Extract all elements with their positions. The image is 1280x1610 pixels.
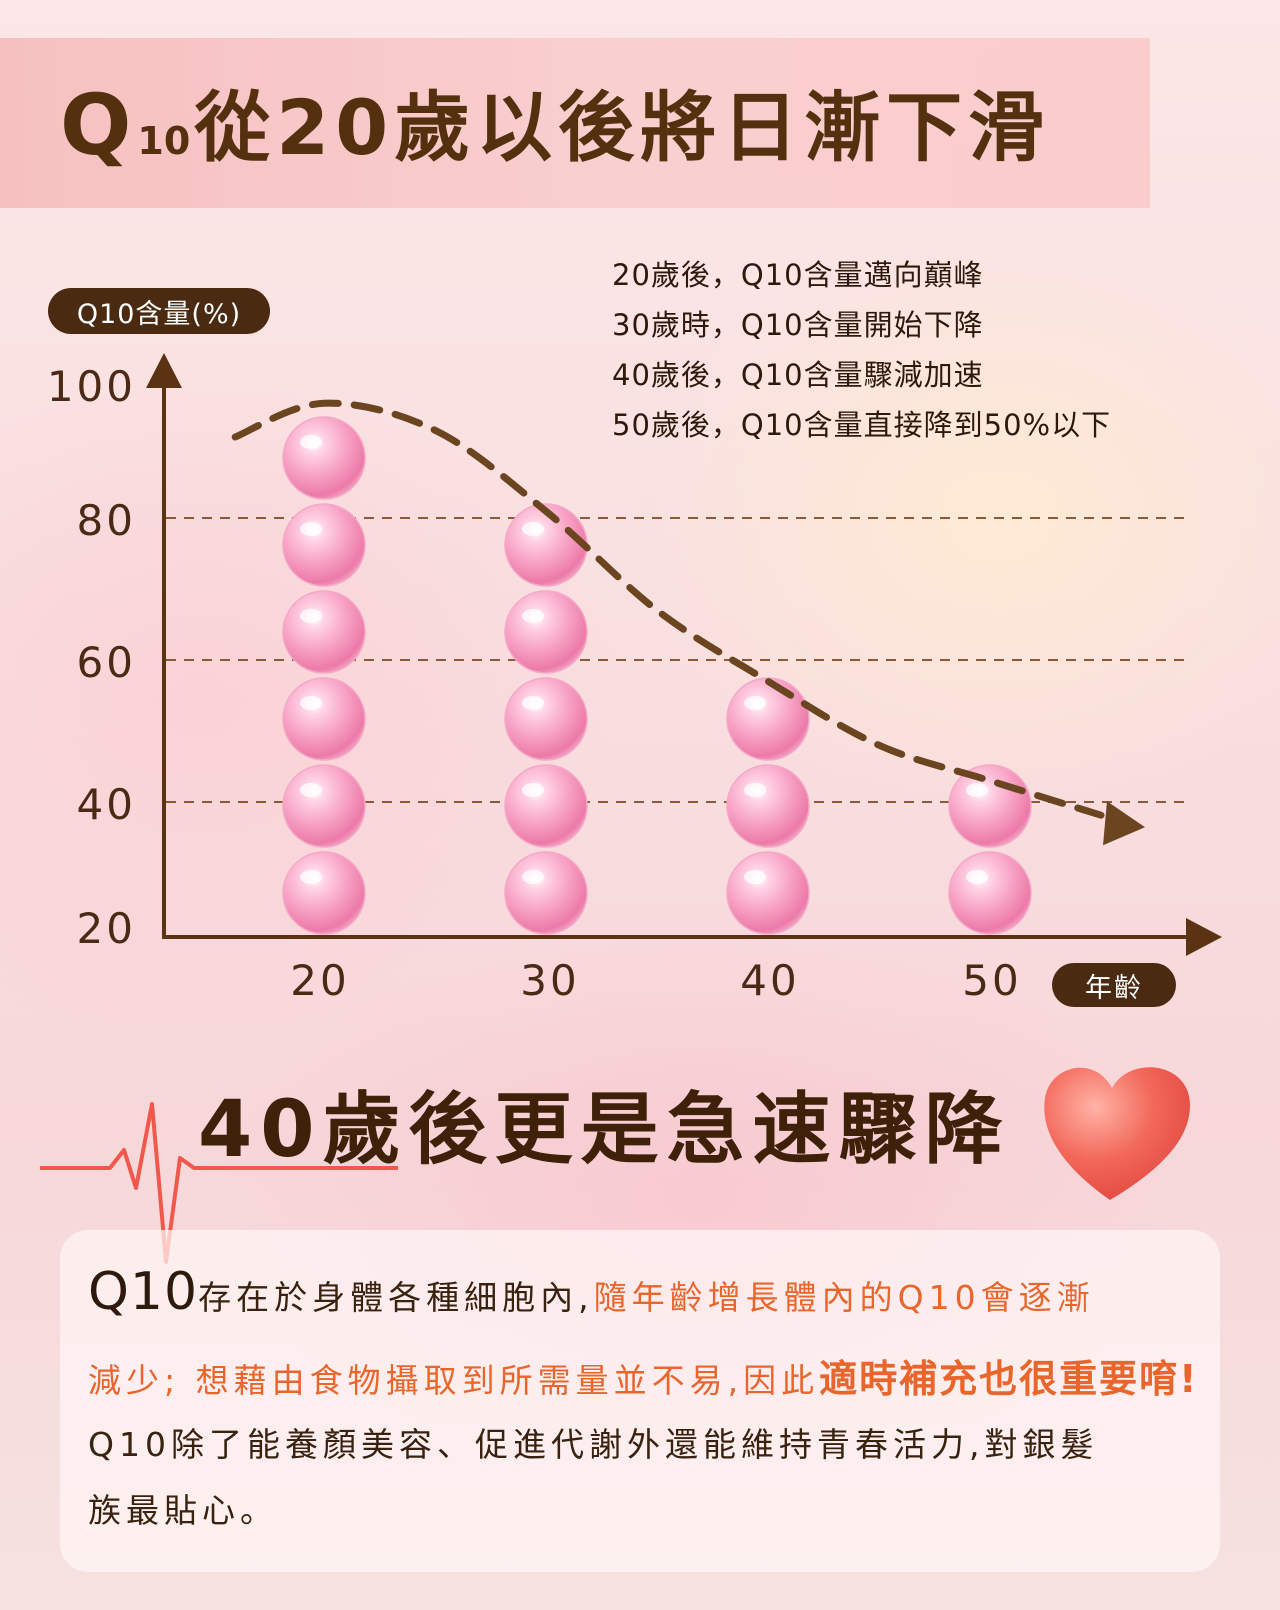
chart-notes: 20歲後，Q10含量邁向巔峰 30歲時，Q10含量開始下降 40歲後，Q10含量… (612, 250, 1212, 450)
pearl-sphere (504, 677, 588, 761)
note-line: 40歲後，Q10含量驟減加速 (612, 358, 984, 392)
pearl-highlight (300, 435, 322, 449)
pearl-sphere (282, 416, 366, 500)
headline: 40歲後更是急速驟降 (198, 1085, 1011, 1175)
description-line-2: 減少; 想藉由食物攝取到所需量並不易,因此適時補充也很重要唷! (88, 1348, 1198, 1403)
pearl-highlight (522, 522, 544, 536)
y-tick-label: 100 (46, 362, 136, 411)
y-tick-label: 60 (76, 638, 136, 687)
page-title: Q 10 從20歲以後將日漸下滑 (60, 66, 1050, 186)
heartbeat-line (40, 1102, 398, 1264)
description-highlight: 隨年齡增長體內的Q10會逐漸 (593, 1278, 1095, 1317)
pearl-sphere (282, 764, 366, 848)
pearl-sphere (726, 764, 810, 848)
pearl-sphere (504, 851, 588, 935)
x-axis-arrow-icon (1186, 918, 1222, 956)
bar-40 (726, 677, 810, 935)
pearl-highlight (744, 783, 766, 797)
description-highlight: 減少; 想藉由食物攝取到所需量並不易,因此 (88, 1361, 820, 1400)
pearl-sphere (282, 677, 366, 761)
pearl-highlight (966, 870, 988, 884)
x-tick-label: 30 (520, 956, 580, 1005)
pearl-highlight (744, 696, 766, 710)
pearl-sphere (504, 764, 588, 848)
y-tick-label: 80 (76, 496, 136, 545)
pearl-highlight (522, 870, 544, 884)
note-line: 30歲時，Q10含量開始下降 (612, 308, 984, 342)
note-line: 50歲後，Q10含量直接降到50%以下 (612, 408, 1112, 442)
description-q10: Q10 (88, 1262, 199, 1322)
pearl-highlight (300, 696, 322, 710)
description-line-1: Q10存在於身體各種細胞內,隨年齡增長體內的Q10會逐漸 (88, 1262, 1095, 1322)
note-line: 20歲後，Q10含量邁向巔峰 (612, 258, 984, 292)
pearl-sphere (282, 851, 366, 935)
pearl-sphere (282, 503, 366, 587)
bar-30 (504, 503, 588, 935)
title-text: 從20歲以後將日漸下滑 (194, 83, 1051, 172)
pearl-sphere (948, 764, 1032, 848)
x-tick-label: 50 (962, 956, 1022, 1005)
y-axis-arrow-icon (146, 353, 182, 388)
pearl-sphere (504, 590, 588, 674)
title-subscript: 10 (137, 119, 191, 163)
pearl-highlight (966, 783, 988, 797)
description-line-4: 族最貼心。 (88, 1491, 278, 1530)
title-q: Q (60, 76, 138, 174)
heart-icon (1044, 1067, 1190, 1200)
pearl-sphere (948, 851, 1032, 935)
x-tick-label: 40 (740, 956, 800, 1005)
trend-curve (231, 399, 1105, 819)
description-box (60, 1230, 1220, 1572)
title-banner (0, 38, 1150, 208)
pearl-highlight (522, 783, 544, 797)
description-line-3: Q10除了能養顏美容、促進代謝外還能維持青春活力,對銀髮 (88, 1425, 1099, 1464)
pearl-sphere (726, 851, 810, 935)
bar-20 (282, 416, 366, 935)
pearl-highlight (300, 870, 322, 884)
pearl-highlight (300, 609, 322, 623)
description-emphasis: 適時補充也很重要唷! (819, 1357, 1199, 1401)
pearl-highlight (522, 696, 544, 710)
y-tick-label: 40 (76, 780, 136, 829)
y-axis-label: Q10含量(%) (48, 288, 270, 334)
trend-arrow-icon (1103, 801, 1145, 846)
x-axis-label: 年齡 (1052, 963, 1176, 1007)
pearl-highlight (744, 870, 766, 884)
y-tick-label: 20 (76, 904, 136, 953)
x-tick-label: 20 (290, 956, 350, 1005)
pearl-highlight (300, 522, 322, 536)
pearl-sphere (504, 503, 588, 587)
pearl-highlight (522, 609, 544, 623)
pearl-sphere (726, 677, 810, 761)
description-text: 存在於身體各種細胞內, (198, 1278, 594, 1317)
pearl-highlight (300, 783, 322, 797)
pearl-sphere (282, 590, 366, 674)
